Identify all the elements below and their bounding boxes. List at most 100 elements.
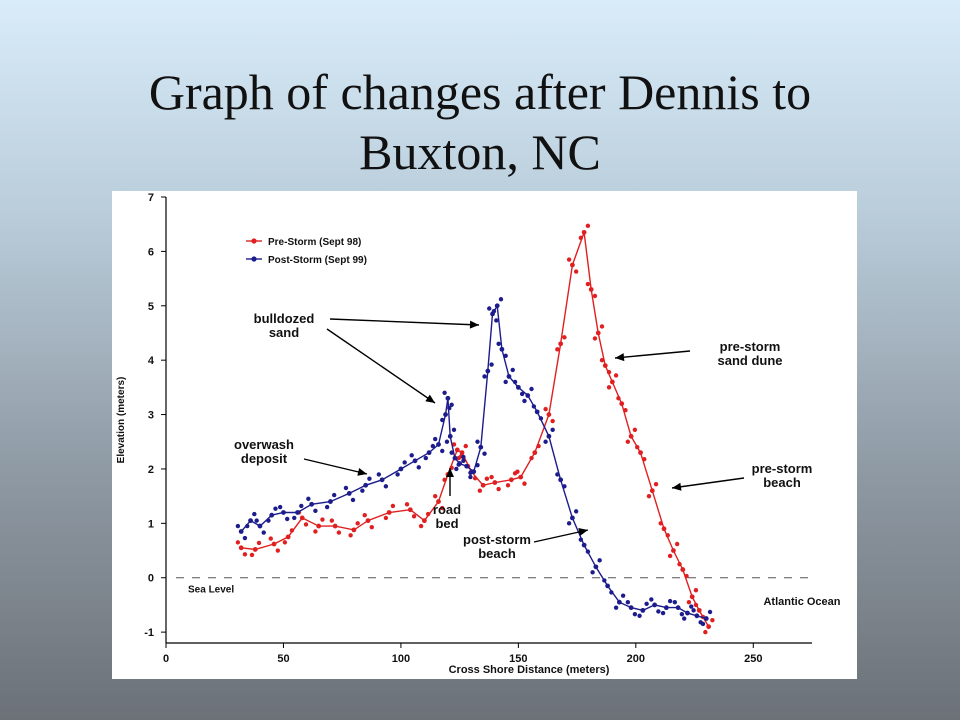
series-1-point	[252, 547, 258, 552]
series-1-point	[489, 474, 494, 480]
annotation-text-4: beach	[478, 546, 516, 561]
series-1-point	[256, 540, 262, 546]
series-2-point	[440, 448, 445, 454]
series-2-point	[649, 597, 654, 602]
series-1-point	[386, 510, 392, 515]
series-2-point	[367, 476, 372, 481]
series-1-point	[638, 450, 643, 456]
series-2-point	[306, 496, 311, 502]
series-2-point	[442, 390, 447, 396]
series-2-point	[245, 523, 250, 529]
series-2-point	[685, 610, 690, 616]
series-2-point	[656, 609, 661, 614]
series-2-point	[590, 570, 595, 575]
series-2-point	[585, 549, 591, 554]
series-1-point	[693, 588, 699, 593]
annotation-arrow	[329, 318, 480, 326]
series-1-point	[355, 521, 360, 526]
series-1-point	[558, 341, 564, 347]
series-2-point	[707, 609, 713, 615]
series-2-point	[499, 346, 505, 352]
slide-title-line-2: Buxton, NC	[359, 124, 601, 180]
series-2-point	[475, 439, 480, 444]
series-1-point	[285, 534, 291, 540]
series-1-point	[595, 330, 601, 336]
series-2-point	[444, 439, 450, 444]
series-2-point	[543, 439, 548, 444]
series-1-point	[585, 223, 591, 229]
y-tick-label: 3	[148, 410, 154, 422]
series-1-point	[271, 541, 277, 547]
y-tick-label: 5	[148, 301, 154, 313]
series-2-point	[426, 450, 432, 456]
series-2-point	[313, 508, 318, 514]
series-1-point	[433, 493, 438, 499]
series-2-point	[637, 613, 642, 619]
annotation-text-6: beach	[763, 475, 801, 490]
series-1-point	[680, 567, 686, 572]
series-2-point	[569, 515, 575, 521]
series-1-point	[365, 518, 371, 524]
series-1-point	[677, 561, 682, 567]
chart-axes: -1 0 1 2 3 4 5 6 7 0 50 100 150 200 250 Cross Shore Dis…	[116, 192, 812, 676]
annotation-text-7: Atlantic Ocean	[763, 596, 840, 608]
series-1-point	[390, 503, 396, 509]
series-2-point	[451, 427, 457, 432]
series-1-point	[303, 522, 309, 527]
annotation-text-4: post-storm	[463, 532, 531, 547]
series-1-point	[606, 369, 612, 375]
series-2-point	[478, 444, 484, 450]
series-1-point	[480, 482, 486, 488]
series-2-point	[242, 535, 248, 541]
series-1-point	[362, 512, 367, 518]
series-1-point	[508, 477, 514, 483]
series-2-point	[309, 501, 315, 507]
annotation-text-3: road	[433, 502, 461, 517]
series-2-point	[538, 416, 544, 421]
series-2-point	[628, 605, 634, 611]
series-1-point	[532, 450, 538, 456]
series-1-point	[550, 418, 555, 424]
series-2-point	[445, 395, 451, 401]
series-2-point	[689, 604, 694, 609]
annotation-arrowhead	[446, 468, 454, 477]
slide-title: Graph of changes after Dennis to Buxton,…	[0, 62, 960, 182]
series-1-point	[585, 281, 591, 287]
x-tick-label: 0	[163, 653, 169, 665]
series-1-point	[496, 486, 501, 492]
series-2-point	[691, 608, 696, 613]
series-1-point	[710, 617, 715, 623]
series-1-point	[686, 600, 692, 605]
series-2-point	[398, 466, 404, 472]
series-2-point	[487, 306, 492, 311]
series-1-point	[436, 499, 441, 504]
series-1-point	[329, 518, 335, 523]
annotation-text-2: deposit	[241, 451, 288, 466]
y-tick-label: 1	[148, 518, 154, 530]
series-2-point	[503, 353, 508, 359]
series-2-point	[660, 610, 666, 616]
x-tick-label: 200	[627, 653, 645, 665]
series-1-point	[518, 474, 524, 480]
series-1-point	[249, 552, 255, 558]
y-tick-label: 2	[148, 464, 154, 476]
series-2-point	[331, 492, 337, 498]
series-2-point	[494, 303, 500, 309]
series-2-point	[452, 455, 458, 461]
annotation-arrow	[326, 328, 436, 404]
series-2-point	[328, 499, 333, 504]
series-1-point	[454, 447, 460, 453]
series-1-point	[422, 518, 427, 524]
series-1-point	[616, 396, 621, 401]
series-2-point	[694, 613, 700, 619]
series-1-point	[238, 545, 244, 551]
series-2-point	[449, 450, 454, 455]
series-2-point	[461, 454, 466, 460]
series-2-point	[430, 443, 436, 449]
series-2-point	[343, 485, 349, 491]
chart-panel: -1 0 1 2 3 4 5 6 7 0 50 100 150 200 250 Cross Shore Dis…	[112, 191, 857, 679]
series-2-point	[682, 616, 687, 621]
series-2-point	[663, 605, 669, 611]
series-2-point	[454, 466, 459, 472]
sea-level-label: Sea Level	[188, 585, 234, 596]
